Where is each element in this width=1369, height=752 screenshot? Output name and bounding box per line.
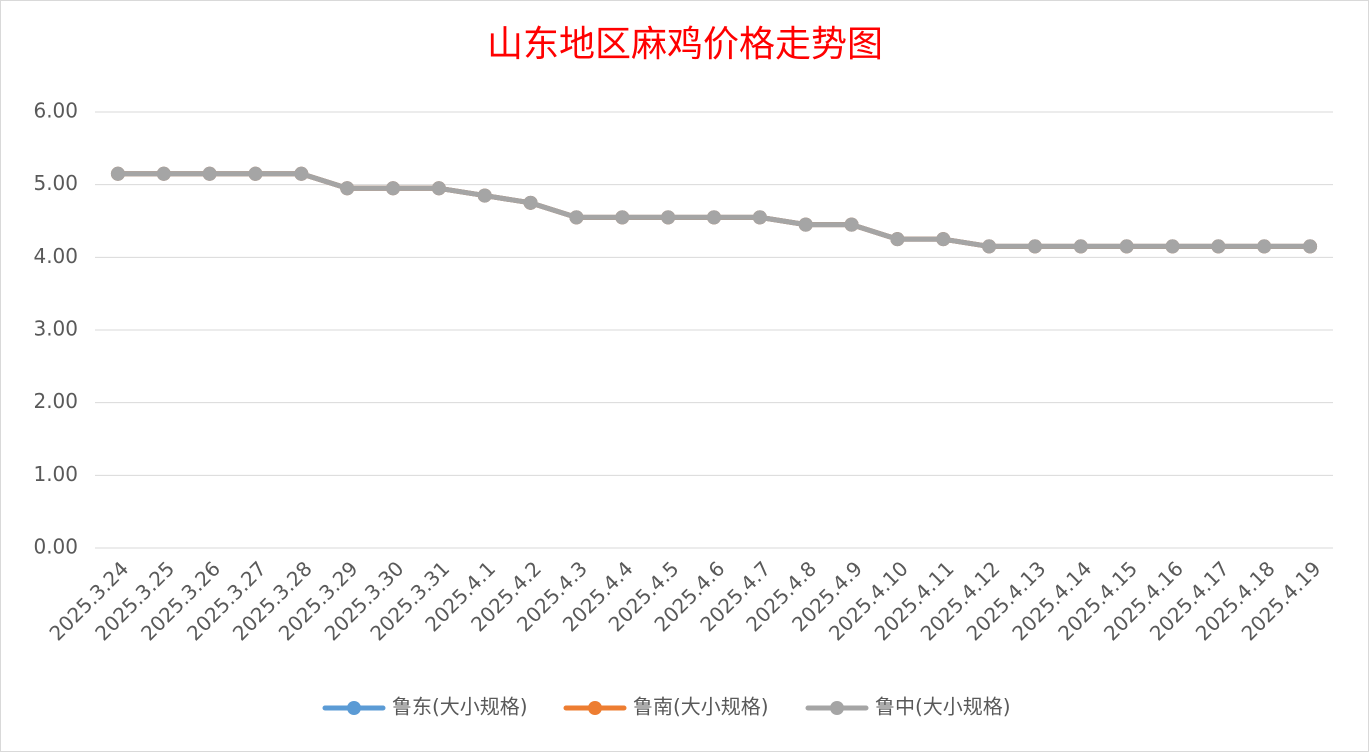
legend-label: 鲁中(大小规格) (875, 695, 1011, 719)
y-tick-label: 1.00 (33, 462, 78, 486)
series-marker (294, 166, 309, 181)
y-tick-label: 5.00 (33, 171, 78, 195)
series-marker (844, 217, 859, 232)
series-marker (156, 166, 171, 181)
series-marker (890, 232, 905, 247)
series-marker (1027, 239, 1042, 254)
series-marker (661, 210, 676, 225)
series-marker (707, 210, 721, 225)
legend-label: 鲁南(大小规格) (633, 695, 769, 719)
series-marker (386, 181, 401, 196)
series-marker (615, 210, 630, 225)
series-marker (1165, 239, 1180, 254)
series-marker (1119, 239, 1134, 254)
y-tick-label: 4.00 (33, 244, 78, 268)
series-marker (1303, 239, 1318, 254)
series-marker (1257, 239, 1272, 254)
series-marker (110, 166, 125, 181)
series-marker (523, 195, 538, 210)
series-marker (248, 166, 263, 181)
legend-marker (830, 701, 844, 715)
chart-title: 山东地区麻鸡价格走势图 (487, 24, 883, 65)
series-marker (340, 181, 355, 196)
y-tick-label: 3.00 (33, 317, 78, 341)
y-tick-label: 6.00 (33, 99, 78, 123)
legend-marker (588, 701, 602, 715)
series-marker (1211, 239, 1226, 254)
series-marker (477, 188, 492, 203)
series-marker (752, 210, 767, 225)
legend-marker (347, 701, 361, 715)
legend-label: 鲁东(大小规格) (392, 695, 528, 719)
series-marker (936, 232, 951, 247)
y-tick-label: 2.00 (33, 389, 78, 413)
series-marker (569, 210, 584, 225)
series-marker (431, 181, 446, 196)
series-marker (1073, 239, 1088, 254)
series-marker (982, 239, 997, 254)
y-tick-label: 0.00 (33, 535, 78, 559)
series-marker (202, 166, 217, 181)
series-marker (798, 217, 813, 232)
